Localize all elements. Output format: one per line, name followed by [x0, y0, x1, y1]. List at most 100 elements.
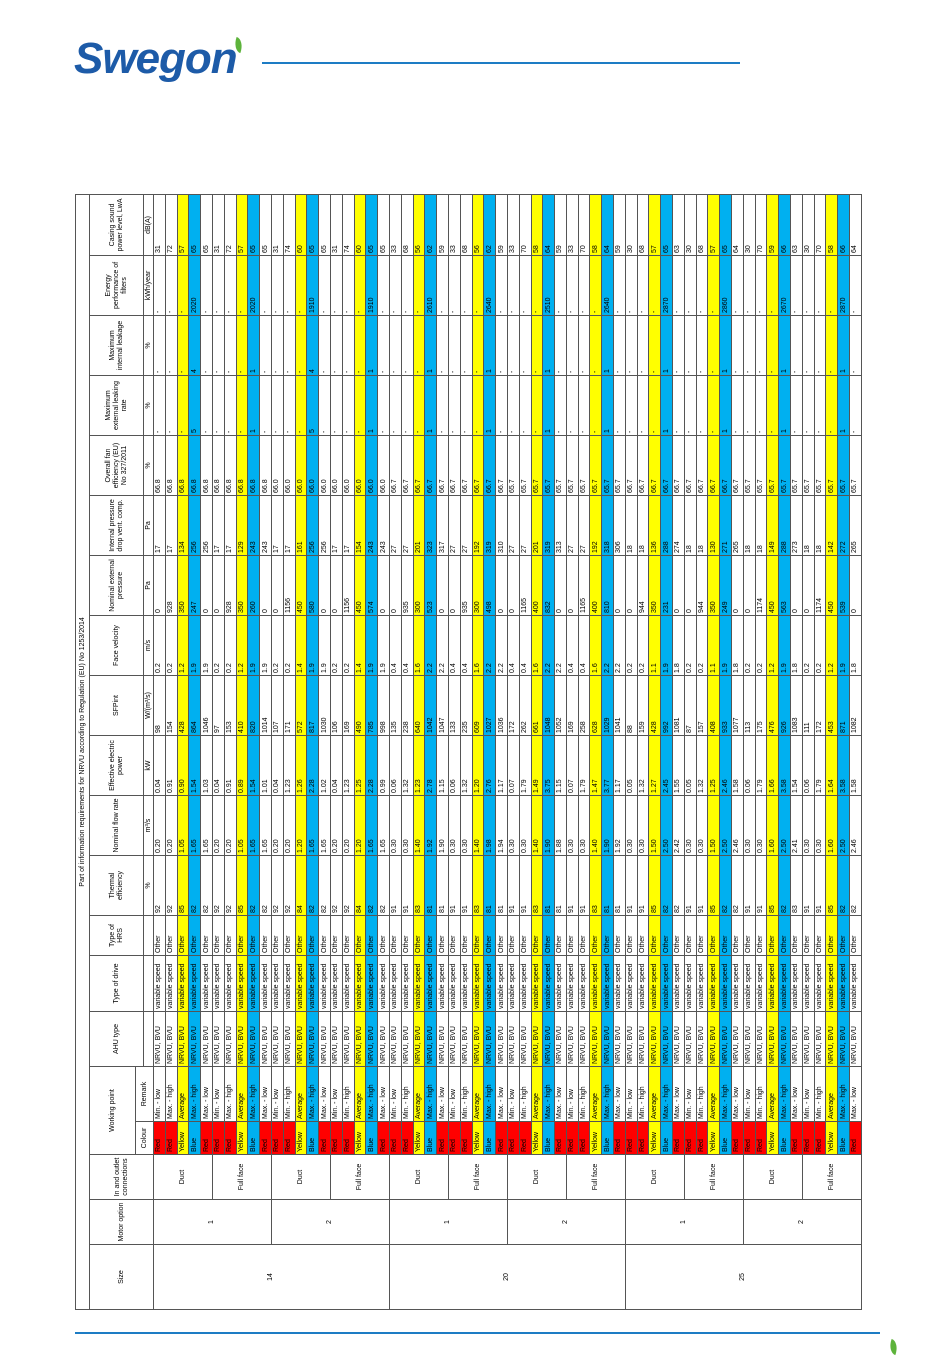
table-cell: 169: [342, 675, 355, 736]
table-cell: Max. - low: [672, 1066, 685, 1122]
unit-cell: [143, 955, 154, 1012]
table-cell: 33: [566, 194, 579, 256]
table-cell: 82: [837, 855, 850, 916]
table-row: Blue Max. - high NRVU, BVU variable speed Ot…: [542, 194, 555, 1309]
table-cell: 1156: [283, 555, 296, 616]
table-cell: 944: [696, 555, 708, 616]
table-cell: -: [566, 255, 579, 316]
table-cell: 1046: [200, 675, 213, 736]
table-cell: 65.7: [755, 435, 767, 496]
table-cell: Yellow: [766, 1121, 779, 1155]
table-cell: 1.65: [259, 795, 272, 856]
table-cell: 0.04: [212, 735, 225, 796]
table-cell: 17: [271, 495, 284, 556]
table-cell: 0.91: [224, 735, 237, 796]
table-cell: NRVU, BVU: [165, 1011, 178, 1067]
table-cell: variable speed: [413, 955, 425, 1012]
connection-cell: Full face: [448, 1154, 508, 1200]
table-row: 20 1 Duct Red Min. - low NRVU, BVU variable sp…: [389, 194, 626, 1310]
table-cell: 63: [672, 194, 685, 256]
table-cell: Blue: [247, 1121, 260, 1155]
table-cell: 1077: [731, 675, 744, 736]
table-cell: -: [259, 375, 272, 436]
table-cell: 82: [247, 855, 260, 916]
table-cell: 428: [648, 675, 661, 736]
table-cell: variable speed: [684, 955, 697, 1012]
table-cell: -: [165, 375, 178, 436]
table-cell: -: [625, 255, 638, 316]
table-cell: 0.07: [507, 735, 520, 796]
table-cell: -: [707, 255, 720, 316]
table-cell: -: [472, 315, 484, 376]
table-row: Red Max. - low NRVU, BVU variable speed Othe…: [200, 194, 213, 1309]
table-cell: 59: [495, 194, 508, 256]
table-cell: 142: [825, 495, 838, 556]
table-cell: 2.28: [306, 735, 319, 796]
table-cell: Max. - low: [259, 1066, 272, 1122]
table-cell: 0.2: [283, 615, 296, 676]
table-cell: Other: [259, 915, 272, 956]
table-cell: 66.0: [271, 435, 284, 496]
table-cell: NRVU, BVU: [188, 1011, 201, 1067]
table-cell: 1156: [342, 555, 355, 616]
table-cell: 91: [401, 855, 414, 916]
table-cell: 490: [354, 675, 366, 736]
table-cell: 0.20: [342, 795, 355, 856]
table-cell: NRVU, BVU: [424, 1011, 437, 1067]
table-caption: Part of information requirements for NRV…: [75, 194, 90, 1310]
table-cell: Max. - low: [790, 1066, 803, 1122]
table-cell: 1.66: [766, 735, 779, 796]
table-cell: 106: [330, 675, 343, 736]
table-cell: 0: [554, 555, 567, 616]
table-cell: 476: [766, 675, 779, 736]
table-cell: -: [707, 375, 720, 436]
table-cell: -: [743, 375, 756, 436]
unit-cell: dB(A): [143, 194, 154, 256]
table-cell: Red: [389, 1121, 402, 1155]
table-cell: -: [731, 375, 744, 436]
table-cell: 66.7: [413, 435, 425, 496]
table-cell: 87: [684, 675, 697, 736]
unit-cell: %: [143, 435, 154, 496]
table-cell: 0.4: [460, 615, 473, 676]
table-cell: -: [295, 315, 307, 376]
table-cell: 31: [330, 194, 343, 256]
table-cell: NRVU, BVU: [731, 1011, 744, 1067]
table-cell: -: [566, 375, 579, 436]
table-cell: Red: [554, 1121, 567, 1155]
table-cell: 66.8: [188, 435, 201, 496]
column-header: Energy performance of filters: [89, 255, 144, 316]
table-cell: 65.7: [519, 435, 531, 496]
table-cell: 1.03: [200, 735, 213, 796]
table-cell: Max. - high: [365, 1066, 378, 1122]
table-cell: 2870: [837, 255, 850, 316]
table-cell: 2.2: [554, 615, 567, 676]
table-cell: -: [589, 375, 602, 436]
table-cell: 81: [601, 855, 614, 916]
table-cell: 91: [637, 855, 649, 916]
table-cell: -: [472, 375, 484, 436]
table-cell: NRVU, BVU: [389, 1011, 402, 1067]
table-cell: -: [389, 255, 402, 316]
table-cell: 82: [188, 855, 201, 916]
table-cell: Other: [601, 915, 614, 956]
table-cell: Red: [330, 1121, 343, 1155]
table-cell: 60: [295, 194, 307, 256]
table-cell: Other: [825, 915, 838, 956]
table-cell: NRVU, BVU: [755, 1011, 767, 1067]
table-cell: 17: [212, 495, 225, 556]
table-cell: -: [519, 375, 531, 436]
table-cell: NRVU, BVU: [483, 1011, 496, 1067]
motor-cell: 2: [271, 1199, 390, 1245]
table-cell: Other: [200, 915, 213, 956]
table-cell: 1.47: [589, 735, 602, 796]
table-cell: 56: [472, 194, 484, 256]
table-cell: 1.79: [814, 735, 826, 796]
table-cell: 0.30: [684, 795, 697, 856]
table-cell: -: [283, 255, 296, 316]
table-cell: 1.58: [849, 735, 862, 796]
table-cell: 871: [837, 675, 850, 736]
table-cell: 91: [566, 855, 579, 916]
table-cell: 66.7: [389, 435, 402, 496]
table-cell: 1.32: [637, 735, 649, 796]
